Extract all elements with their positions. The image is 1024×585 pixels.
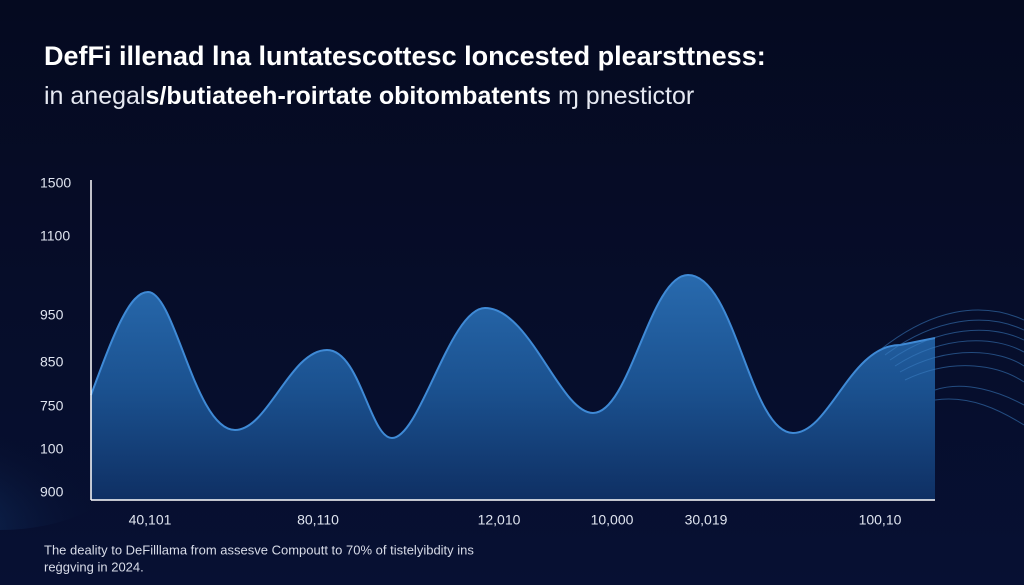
y-tick-label: 850 [40,354,64,370]
y-tick-label: 1100 [40,228,70,244]
y-tick-label: 1500 [40,175,71,191]
x-tick-label: 100,10 [859,512,902,528]
x-tick-label: 30,019 [685,512,728,528]
glow [0,410,120,530]
x-tick-label: 10,000 [591,512,634,528]
x-tick-label: 80,110 [297,512,339,528]
area-outline [90,273,936,440]
decorative-waves [879,309,1024,426]
y-tick-label: 750 [40,398,64,414]
y-tick-label: 950 [40,307,64,323]
y-tick-label: 100 [40,441,64,457]
subtitle-part: s/butiateeh-roirtate obitombatents [145,82,551,110]
x-tick-label: 12,010 [478,512,521,528]
footnote: reġgving in 2024. [44,559,144,574]
x-tick-label: 40,101 [129,512,172,528]
subtitle: in anegals/butiateeh-roirtate obitombate… [44,82,694,110]
area [91,275,935,500]
footnote: The deality to DeFilllama from assesve C… [44,542,474,557]
title: DefFi illenad lna luntatescottesc lonces… [44,41,766,71]
subtitle-part: ɱ pnestictor [551,82,694,110]
subtitle-part: in anegal [44,82,145,110]
y-tick-label: 900 [40,484,64,500]
